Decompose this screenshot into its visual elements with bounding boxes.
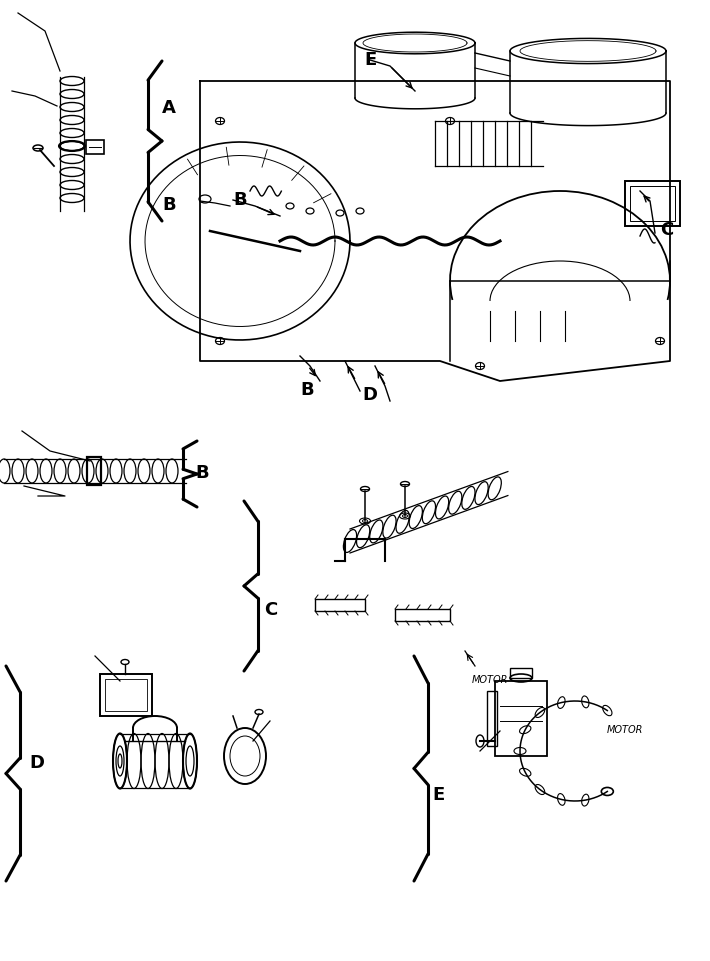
Text: B: B [233,191,246,209]
Bar [630,186,675,221]
Text: B: B [162,196,175,214]
Bar [625,181,680,226]
Bar [105,679,147,711]
Bar [86,140,104,154]
Text: E: E [364,51,376,69]
Text: D: D [29,754,44,772]
Bar [87,457,101,485]
Bar [315,599,365,611]
Text: A: A [162,99,176,117]
Text: B: B [195,464,209,482]
Bar [487,691,497,746]
Bar [495,681,547,756]
Bar [510,668,532,678]
Bar [100,674,152,716]
Text: MOTOR: MOTOR [607,725,643,735]
Text: D: D [362,386,377,404]
Text: E: E [432,786,444,804]
Text: B: B [300,381,314,399]
Bar [395,609,450,621]
Text: C: C [660,221,673,239]
Text: C: C [264,601,277,619]
Text: MOTOR: MOTOR [472,675,508,685]
